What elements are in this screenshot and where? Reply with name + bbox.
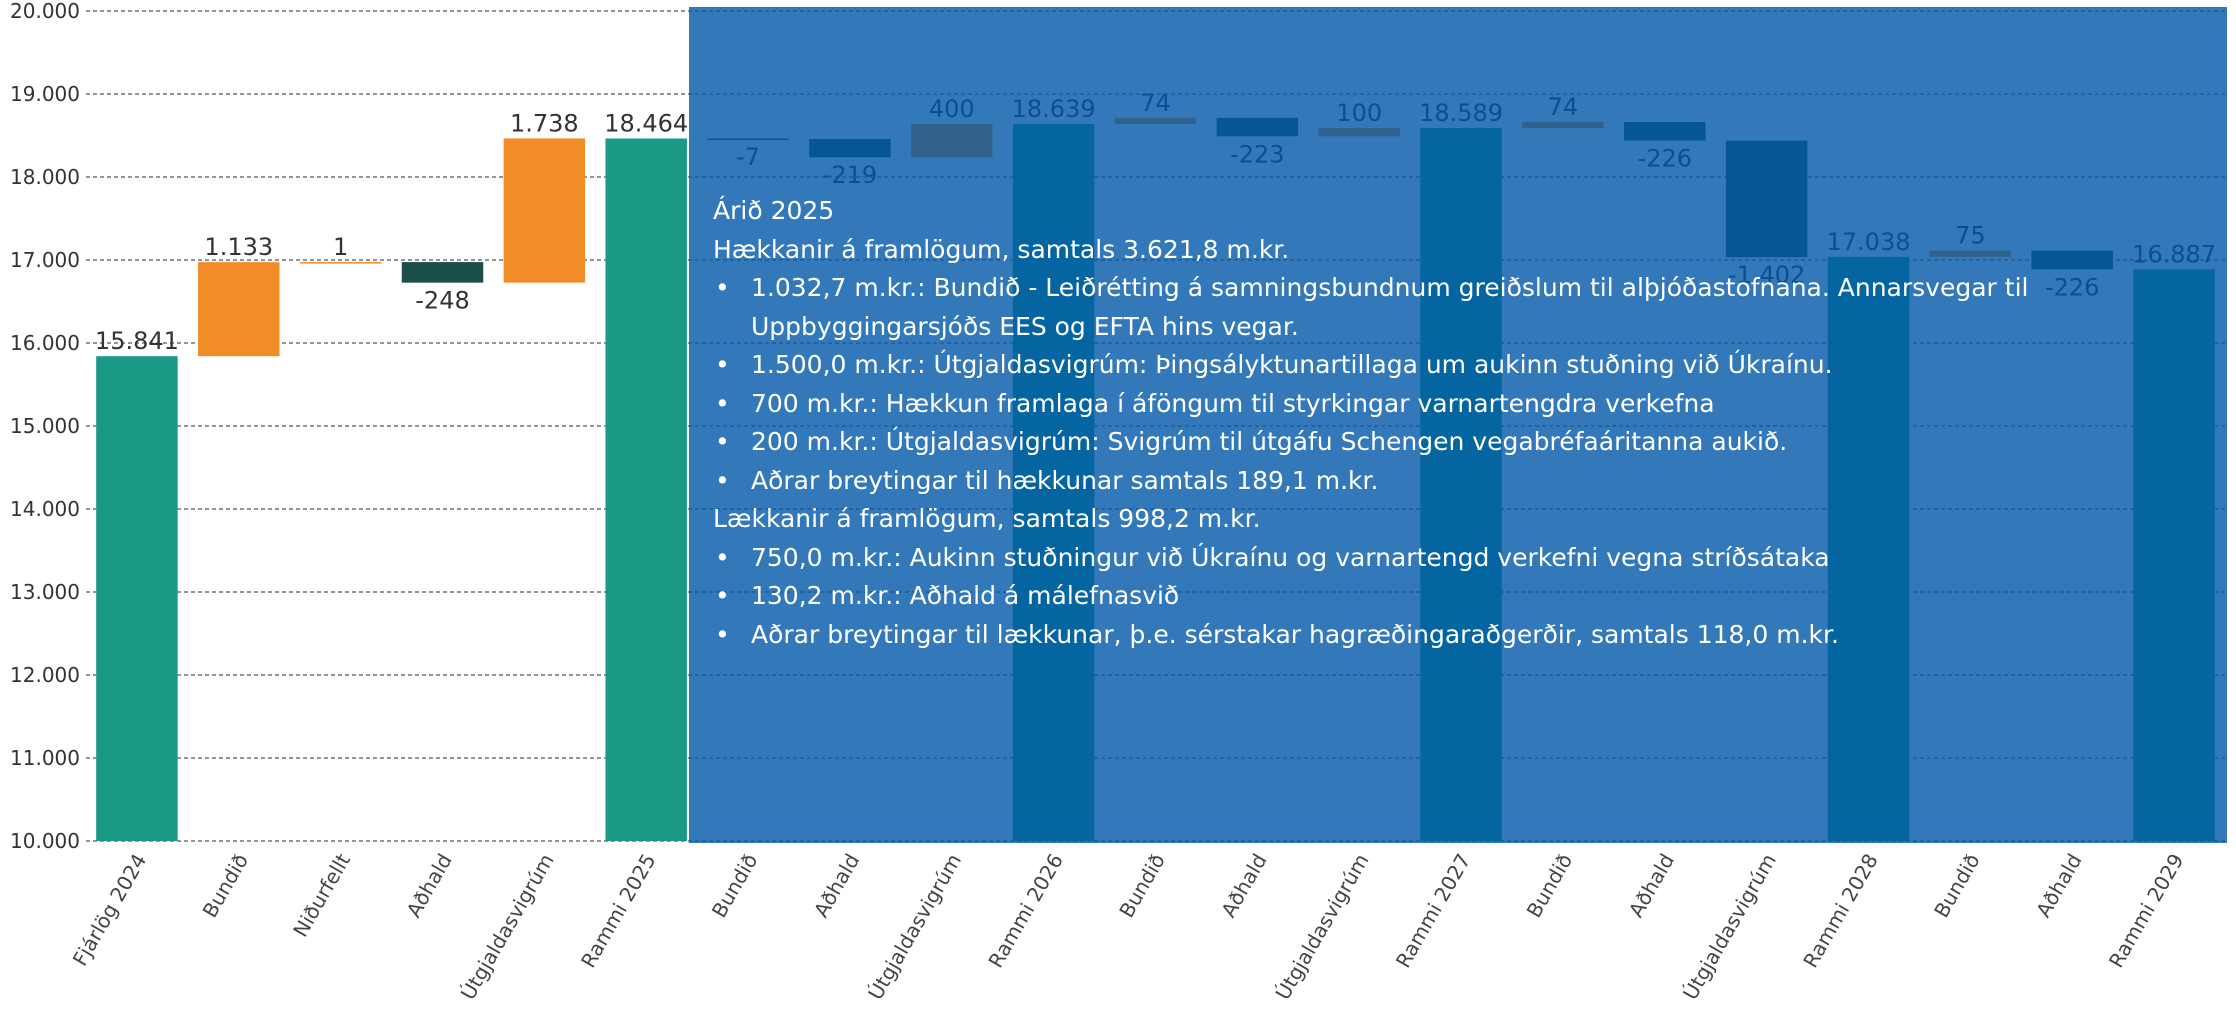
y-tick-label: 18.000 xyxy=(10,165,80,189)
annotation-title: Árið 2025 xyxy=(713,196,835,225)
x-tick-label: Aðhald xyxy=(1216,850,1271,922)
section-heading: Hækkanir á framlögum, samtals 3.621,8 m.… xyxy=(713,234,1290,264)
bullet-item: 130,2 m.kr.: Aðhald á málefnasvið xyxy=(713,577,2133,616)
bar xyxy=(503,138,586,283)
annotation: Árið 2025 Hækkanir á framlögum, samtals 3… xyxy=(713,192,2133,654)
x-tick-label: Aðhald xyxy=(401,850,456,922)
bullet-item: 1.500,0 m.kr.: Útgjaldasvigrúm: Þingsály… xyxy=(713,346,2133,385)
bullet-item: Aðrar breytingar til hækkunar samtals 18… xyxy=(713,462,2133,501)
x-tick-label: Útgjaldasvigrúm xyxy=(456,850,559,1004)
value-label: 1.133 xyxy=(204,233,273,261)
x-tick-label: Útgjaldasvigrúm xyxy=(1678,850,1781,1004)
bullet-item: Aðrar breytingar til lækkunar, þ.e. sérs… xyxy=(713,616,2133,655)
value-label: 15.841 xyxy=(95,327,179,355)
section-heading: Lækkanir á framlögum, samtals 998,2 m.kr… xyxy=(713,504,1261,533)
x-tick-label: Bundið xyxy=(1929,850,1985,922)
x-tick-label: Aðhald xyxy=(1624,850,1679,922)
x-tick-label: Aðhald xyxy=(809,850,864,922)
x-tick-label: Rammi 2027 xyxy=(1391,850,1476,972)
x-tick-label: Rammi 2025 xyxy=(576,850,661,972)
bar xyxy=(605,138,687,841)
x-tick-label: Bundið xyxy=(1522,850,1578,922)
bullet-item: 750,0 m.kr.: Aukinn stuðningur við Úkraí… xyxy=(713,539,2133,578)
x-tick-label: Rammi 2026 xyxy=(983,850,1068,972)
bullet-list: 750,0 m.kr.: Aukinn stuðningur við Úkraí… xyxy=(713,539,2133,655)
y-tick-label: 19.000 xyxy=(10,82,80,106)
value-label: 1 xyxy=(333,233,348,261)
x-tick-label: Útgjaldasvigrúm xyxy=(1271,850,1374,1004)
x-tick-label: Rammi 2028 xyxy=(1798,850,1883,972)
y-tick-label: 14.000 xyxy=(10,497,80,521)
x-tick-label: Aðhald xyxy=(2031,850,2086,922)
x-tick-label: Útgjaldasvigrúm xyxy=(863,849,966,1003)
bullet-item: 1.032,7 m.kr.: Bundið - Leiðrétting á sa… xyxy=(713,269,2133,346)
y-tick-label: 11.000 xyxy=(10,746,80,770)
bullet-item: 700 m.kr.: Hækkun framlaga í áföngum til… xyxy=(713,385,2133,424)
x-tick-label: Rammi 2029 xyxy=(2104,850,2189,972)
value-label: 1.738 xyxy=(510,109,579,137)
y-tick-label: 15.000 xyxy=(10,414,80,438)
bar xyxy=(96,356,178,841)
y-tick-label: 12.000 xyxy=(10,663,80,687)
y-tick-label: 17.000 xyxy=(10,248,80,272)
bullet-list: 1.032,7 m.kr.: Bundið - Leiðrétting á sa… xyxy=(713,269,2133,500)
value-label: 18.464 xyxy=(604,109,688,137)
x-tick-label: Bundið xyxy=(707,850,763,922)
x-tick-label: Bundið xyxy=(198,850,254,922)
bar xyxy=(401,262,484,283)
y-tick-label: 13.000 xyxy=(10,580,80,604)
bullet-item: 200 m.kr.: Útgjaldasvigrúm: Svigrúm til … xyxy=(713,423,2133,462)
y-tick-label: 16.000 xyxy=(10,331,80,355)
y-tick-label: 10.000 xyxy=(10,829,80,853)
bar xyxy=(198,262,280,357)
value-label: -248 xyxy=(415,287,469,315)
y-tick-label: 20.000 xyxy=(10,0,80,23)
x-tick-label: Bundið xyxy=(1114,850,1170,922)
x-tick-label: Fjárlög 2024 xyxy=(68,850,151,971)
x-tick-label: Niðurfellt xyxy=(288,849,355,941)
bar xyxy=(299,262,382,264)
